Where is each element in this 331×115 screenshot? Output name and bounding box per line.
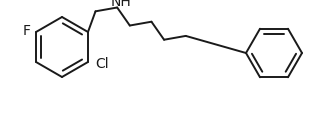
Text: Cl: Cl bbox=[95, 56, 109, 70]
Text: NH: NH bbox=[111, 0, 131, 8]
Text: F: F bbox=[23, 24, 31, 38]
